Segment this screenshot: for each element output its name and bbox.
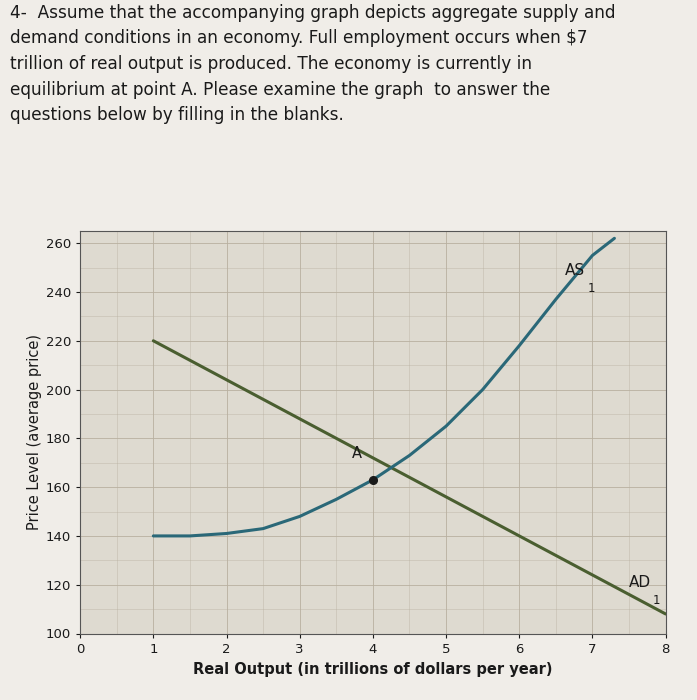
Text: 1: 1 bbox=[588, 282, 595, 295]
Text: 1: 1 bbox=[652, 594, 660, 607]
X-axis label: Real Output (in trillions of dollars per year): Real Output (in trillions of dollars per… bbox=[193, 662, 553, 678]
Text: AD: AD bbox=[629, 575, 651, 590]
Text: 4-  Assume that the accompanying graph depicts aggregate supply and
demand condi: 4- Assume that the accompanying graph de… bbox=[10, 4, 616, 125]
Text: A: A bbox=[352, 446, 362, 461]
Y-axis label: Price Level (average price): Price Level (average price) bbox=[26, 335, 42, 531]
Text: AS: AS bbox=[565, 263, 585, 278]
